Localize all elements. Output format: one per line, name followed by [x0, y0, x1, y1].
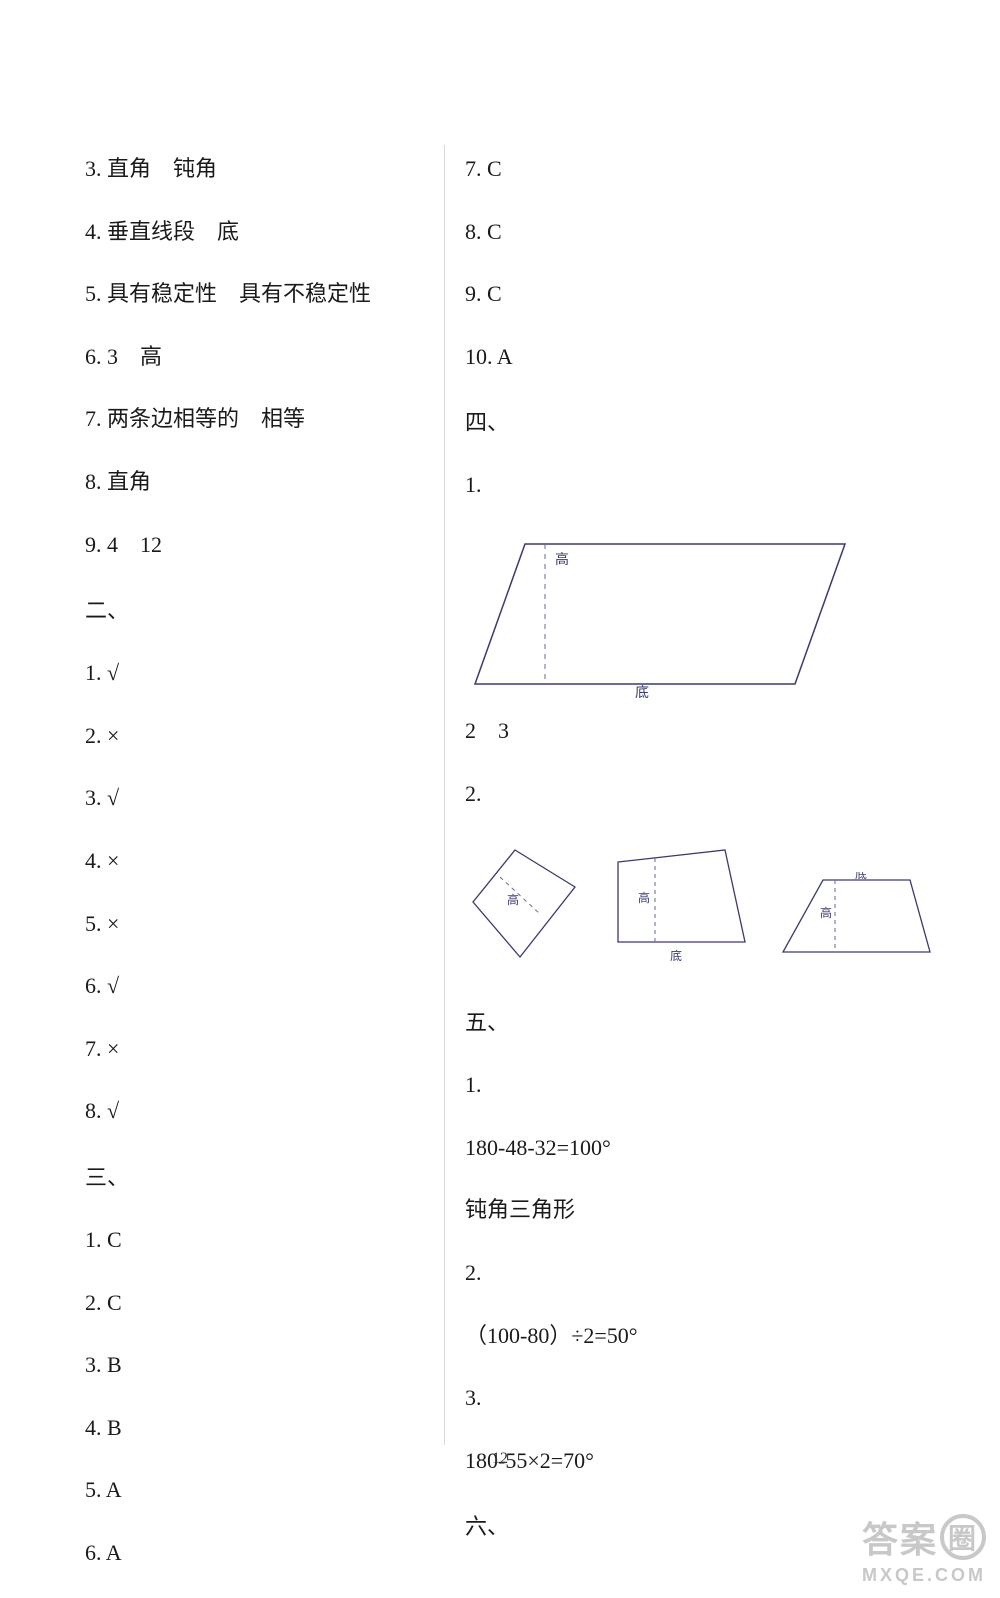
answer-line: 5. ×	[85, 910, 404, 939]
parallelogram-figure: 高 底	[465, 534, 940, 699]
quad-3-svg: 高 底	[775, 872, 940, 967]
answer-line: 5. 具有稳定性 具有不稳定性	[85, 280, 404, 309]
answer-line: 2.	[465, 1259, 940, 1288]
top-label: 底	[855, 872, 867, 881]
answer-line: 1.	[465, 1071, 940, 1100]
answer-line: 8. 直角	[85, 468, 404, 497]
parallelogram-svg: 高 底	[465, 534, 865, 699]
page-body: 3. 直角 钝角 4. 垂直线段 底 5. 具有稳定性 具有不稳定性 6. 3 …	[0, 0, 1000, 1598]
answer-line: 4. ×	[85, 847, 404, 876]
answer-line: 9. C	[465, 280, 940, 309]
quad-shape	[783, 880, 930, 952]
answer-line: 6. 3 高	[85, 343, 404, 372]
answer-line: 4. B	[85, 1414, 404, 1443]
section-4-head: 四、	[465, 405, 940, 437]
answer-line: 1. C	[85, 1226, 404, 1255]
answer-line: 3. B	[85, 1351, 404, 1380]
answer-line: 6. √	[85, 972, 404, 1001]
answer-line: 3. √	[85, 784, 404, 813]
base-label: 底	[635, 685, 649, 699]
answer-line: 8. √	[85, 1097, 404, 1126]
section-6-head: 六、	[465, 1509, 940, 1541]
answer-line: 7. ×	[85, 1035, 404, 1064]
right-column: 7. C 8. C 9. C 10. A 四、 1. 高 底 2 3 2. 高	[445, 155, 940, 1558]
quad-shape	[473, 850, 575, 957]
parallelogram-shape	[475, 544, 845, 684]
section-2-head: 二、	[85, 593, 404, 625]
answer-line: 3. 直角 钝角	[85, 155, 404, 184]
quad-2-svg: 高 底	[610, 842, 755, 967]
answer-line: 1.	[465, 471, 940, 500]
height-label: 高	[507, 892, 519, 907]
answer-line: 2. C	[85, 1289, 404, 1318]
answer-line: 7. C	[465, 155, 940, 184]
answer-line: 2 3	[465, 717, 940, 746]
quad-1-svg: 高	[465, 842, 590, 967]
trapezoid-figures: 高 高 底 高 底	[465, 842, 940, 967]
answer-line: 9. 4 12	[85, 531, 404, 560]
answer-line: 10. A	[465, 343, 940, 372]
answer-line: 180-48-32=100°	[465, 1134, 940, 1163]
answer-line: 2. ×	[85, 722, 404, 751]
answer-line: 5. A	[85, 1476, 404, 1505]
section-5-head: 五、	[465, 1005, 940, 1037]
page-number: 12	[0, 1450, 1000, 1468]
left-column: 3. 直角 钝角 4. 垂直线段 底 5. 具有稳定性 具有不稳定性 6. 3 …	[85, 155, 444, 1558]
answer-line: 4. 垂直线段 底	[85, 218, 404, 247]
answer-line: 6. A	[85, 1539, 404, 1568]
answer-line: 7. 两条边相等的 相等	[85, 405, 404, 434]
answer-line: 3.	[465, 1384, 940, 1413]
answer-line: 钝角三角形	[465, 1196, 940, 1225]
answer-line: （100-80）÷2=50°	[465, 1322, 940, 1351]
height-label: 高	[638, 890, 650, 905]
answer-line: 2.	[465, 780, 940, 809]
height-label: 高	[555, 551, 569, 568]
height-line	[500, 877, 540, 914]
section-3-head: 三、	[85, 1160, 404, 1192]
answer-line: 1. √	[85, 659, 404, 688]
base-label: 底	[670, 948, 682, 963]
height-label: 高	[820, 905, 832, 920]
answer-line: 8. C	[465, 218, 940, 247]
